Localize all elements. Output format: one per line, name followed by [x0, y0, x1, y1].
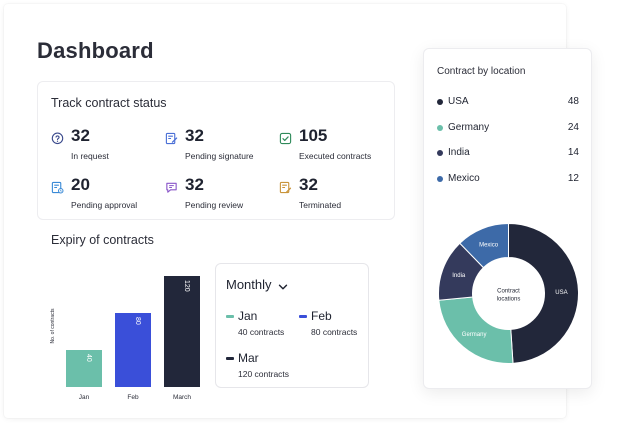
terminated-doc-icon: [279, 181, 292, 194]
location-row-usa[interactable]: USA 48: [437, 96, 579, 110]
stat-pending-review[interactable]: 32 Pending review: [165, 175, 275, 218]
location-row-germany[interactable]: Germany 24: [437, 122, 579, 136]
x-tick-label: March: [173, 394, 191, 401]
bar-march[interactable]: [164, 276, 200, 387]
stat-pending-approval[interactable]: 20 Pending approval: [51, 175, 161, 218]
legend-dot: [437, 125, 443, 131]
legend-month: Jan: [238, 309, 258, 323]
bar-feb[interactable]: [115, 313, 151, 387]
bar-value-label: 80: [134, 317, 141, 325]
chevron-down-icon: [278, 280, 288, 290]
stat-executed-contracts[interactable]: 105 Executed contracts: [279, 126, 389, 169]
period-select[interactable]: Monthly: [226, 277, 288, 292]
location-name: Germany: [448, 122, 490, 133]
legend-dot: [437, 99, 443, 105]
legend-count: 40 contracts: [238, 327, 285, 337]
location-value: 24: [567, 122, 579, 133]
question-doc-icon: [51, 132, 64, 145]
contract-status-card: Track contract status 32 In request 32 P…: [37, 81, 395, 220]
location-donut-chart: USA Germany India Mexico Contract locations: [436, 221, 581, 366]
approval-doc-icon: [51, 181, 64, 194]
stat-value: 105: [299, 126, 328, 145]
location-row-mexico[interactable]: Mexico 12: [437, 173, 579, 187]
check-doc-icon: [279, 132, 292, 145]
review-chat-icon: [165, 181, 178, 194]
stat-value: 32: [299, 175, 318, 194]
status-card-title: Track contract status: [51, 96, 167, 110]
stat-pending-signature[interactable]: 32 Pending signature: [165, 126, 275, 169]
stat-value: 32: [185, 126, 204, 145]
y-axis-label: No. of contracts: [50, 308, 56, 344]
stat-label: Pending review: [185, 200, 244, 210]
legend-swatch: [226, 357, 234, 360]
legend-dot: [437, 150, 443, 156]
stat-value: 32: [185, 175, 204, 194]
legend-dot: [437, 176, 443, 182]
stat-label: Pending approval: [71, 200, 138, 210]
location-name: Mexico: [448, 173, 480, 184]
slice-label: India: [452, 273, 466, 279]
location-name: India: [448, 147, 470, 158]
location-card: Contract by location USA 48 Germany 24 I…: [423, 48, 592, 389]
stat-in-request[interactable]: 32 In request: [51, 126, 161, 169]
bar-jan[interactable]: [66, 350, 102, 387]
location-value: 14: [567, 147, 579, 158]
legend-count: 80 contracts: [311, 327, 358, 337]
location-name: USA: [448, 96, 469, 107]
bar-value-label: 40: [85, 354, 92, 362]
legend-swatch: [299, 315, 307, 318]
stat-label: Executed contracts: [299, 151, 372, 161]
page-title: Dashboard: [37, 38, 154, 63]
stat-value: 32: [71, 126, 90, 145]
legend-month: Feb: [311, 309, 332, 323]
monthly-card: Monthly Jan 40 contracts Feb 80 contract…: [215, 263, 369, 388]
location-value: 12: [567, 173, 579, 184]
x-tick-label: Feb: [127, 394, 139, 401]
expiry-title: Expiry of contracts: [51, 233, 154, 247]
legend-month: Mar: [238, 351, 259, 365]
stat-value: 20: [71, 175, 90, 194]
slice-usa[interactable]: [508, 222, 579, 364]
stat-terminated[interactable]: 32 Terminated: [279, 175, 389, 218]
donut-center-label: locations: [497, 297, 521, 303]
donut-center-label: Contract: [497, 289, 520, 295]
location-card-title: Contract by location: [437, 66, 526, 77]
slice-label: Germany: [462, 332, 487, 338]
legend-swatch: [226, 315, 234, 318]
stat-label: Pending signature: [185, 151, 254, 161]
location-value: 48: [567, 96, 579, 107]
slice-label: USA: [555, 290, 567, 296]
slice-label: Mexico: [479, 242, 499, 248]
stat-label: Terminated: [299, 200, 342, 210]
stat-label: In request: [71, 151, 109, 161]
location-row-india[interactable]: India 14: [437, 147, 579, 161]
x-tick-label: Jan: [79, 394, 90, 401]
expiry-bar-chart: No. of contracts 40 Jan 80 Feb 120 March: [40, 264, 200, 414]
slice-mexico[interactable]: [459, 222, 509, 269]
period-select-label: Monthly: [226, 277, 272, 292]
bar-value-label: 120: [183, 280, 190, 292]
slice-germany[interactable]: [438, 296, 514, 364]
signature-doc-icon: [165, 132, 178, 145]
legend-count: 120 contracts: [238, 369, 290, 379]
